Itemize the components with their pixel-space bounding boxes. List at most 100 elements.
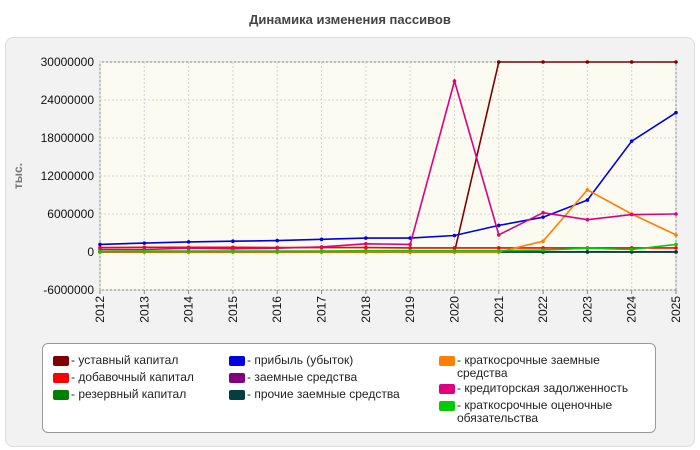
data-point — [496, 233, 501, 237]
chart-title: Динамика изменения пассивов — [249, 12, 451, 27]
legend-label: - добавочный капитал — [71, 370, 194, 384]
data-point — [629, 212, 634, 217]
data-point — [674, 250, 678, 254]
data-point — [319, 245, 324, 249]
series-line — [100, 78, 677, 251]
x-tick-label: 2015 — [226, 296, 240, 323]
legend-swatch — [229, 390, 245, 400]
data-point — [364, 245, 368, 250]
data-point — [496, 60, 501, 64]
legend-label: - прибыль (убыток) — [247, 353, 354, 367]
x-tick-label: 2023 — [580, 296, 594, 323]
legend-item: - кредиторская задолженность — [439, 382, 651, 395]
data-point — [452, 79, 457, 83]
legend-item: - прочие заемные средства — [229, 388, 434, 401]
data-point — [674, 110, 678, 115]
data-point — [275, 238, 280, 243]
data-point — [408, 242, 412, 247]
data-point — [408, 248, 412, 253]
x-axis: 2012 2013 2014 2015 2016 2017 2018 2019 2020 2021… — [93, 290, 683, 323]
x-tick-label: 2014 — [182, 296, 196, 323]
legend-swatch — [53, 356, 69, 366]
series-line — [99, 243, 677, 253]
data-point — [629, 250, 634, 254]
data-point — [541, 239, 545, 244]
data-point — [98, 249, 102, 254]
data-point — [674, 242, 678, 247]
legend-label: - заемные средства — [247, 370, 358, 384]
x-tick-label: 2021 — [492, 296, 506, 323]
x-tick-label: 2019 — [403, 296, 417, 323]
x-tick-label: 2013 — [137, 296, 151, 323]
data-point — [541, 60, 545, 64]
data-point — [585, 246, 590, 250]
x-tick-label: 2018 — [359, 296, 373, 323]
legend-item: - резервный капитал — [53, 388, 223, 401]
series-lines — [98, 60, 678, 254]
data-point — [585, 188, 590, 192]
data-point — [452, 246, 457, 250]
data-point — [629, 247, 634, 252]
series-line — [99, 112, 677, 246]
legend-item: - прибыль (убыток) — [229, 354, 434, 367]
data-point — [674, 233, 678, 237]
data-point — [186, 249, 191, 253]
data-point — [275, 246, 280, 250]
data-point — [142, 241, 147, 245]
data-point — [585, 60, 590, 64]
y-tick-label: 6000000 — [47, 207, 94, 221]
legend-label: - краткосрочные оценочные обязательства — [457, 398, 613, 425]
data-point — [408, 246, 412, 250]
data-point — [585, 250, 590, 254]
data-point — [585, 217, 590, 222]
data-point — [541, 248, 545, 252]
data-point — [186, 246, 191, 250]
legend-label: - кредиторская задолженность — [457, 381, 629, 395]
data-point — [452, 233, 457, 238]
legend-swatch — [439, 401, 455, 411]
data-point — [674, 60, 678, 64]
data-point — [629, 139, 634, 143]
legend-swatch — [53, 390, 69, 400]
data-point — [231, 239, 235, 244]
x-tick-label: 2020 — [447, 296, 461, 323]
data-point — [275, 249, 280, 253]
y-tick-label: 18000000 — [41, 131, 95, 145]
y-axis-label: тыс. — [11, 163, 25, 189]
data-point — [496, 248, 501, 253]
data-point — [629, 60, 634, 64]
data-point — [142, 249, 147, 253]
legend-label: - прочие заемные средства — [247, 387, 400, 401]
legend-swatch — [439, 384, 455, 394]
legend-label: - уставный капитал — [71, 353, 179, 367]
legend-swatch — [229, 373, 245, 383]
y-axis: -6000000 0 6000000 12000000 18000000 24000000… — [41, 55, 95, 297]
x-tick-label: 2012 — [93, 296, 107, 323]
chart-legend: - уставный капитал - добавочный капитал … — [42, 343, 656, 433]
data-point — [674, 246, 678, 250]
y-tick-label: 24000000 — [41, 93, 95, 107]
y-tick-label: 30000000 — [41, 55, 95, 69]
legend-label: - краткосрочные заемные средства — [457, 353, 600, 380]
y-tick-label: 12000000 — [41, 169, 95, 183]
data-point — [319, 237, 324, 242]
grid-lines — [99, 61, 677, 291]
data-point — [541, 215, 545, 219]
legend-item: - краткосрочные оценочные обязательства — [439, 399, 651, 425]
data-point — [541, 210, 545, 215]
legend-item: - уставный капитал — [53, 354, 223, 367]
data-point — [319, 249, 324, 253]
legend-item: - краткосрочные заемные средства — [439, 354, 651, 380]
legend-label: - резервный капитал — [71, 387, 187, 401]
data-point — [496, 246, 501, 250]
x-tick-label: 2017 — [315, 296, 329, 323]
data-point — [364, 241, 368, 246]
legend-item: - заемные средства — [229, 371, 434, 384]
data-point — [674, 212, 678, 216]
y-tick-label: -6000000 — [43, 283, 94, 297]
series-line — [100, 188, 677, 253]
legend-swatch — [439, 356, 455, 366]
data-point — [452, 248, 457, 253]
data-point — [364, 248, 368, 253]
